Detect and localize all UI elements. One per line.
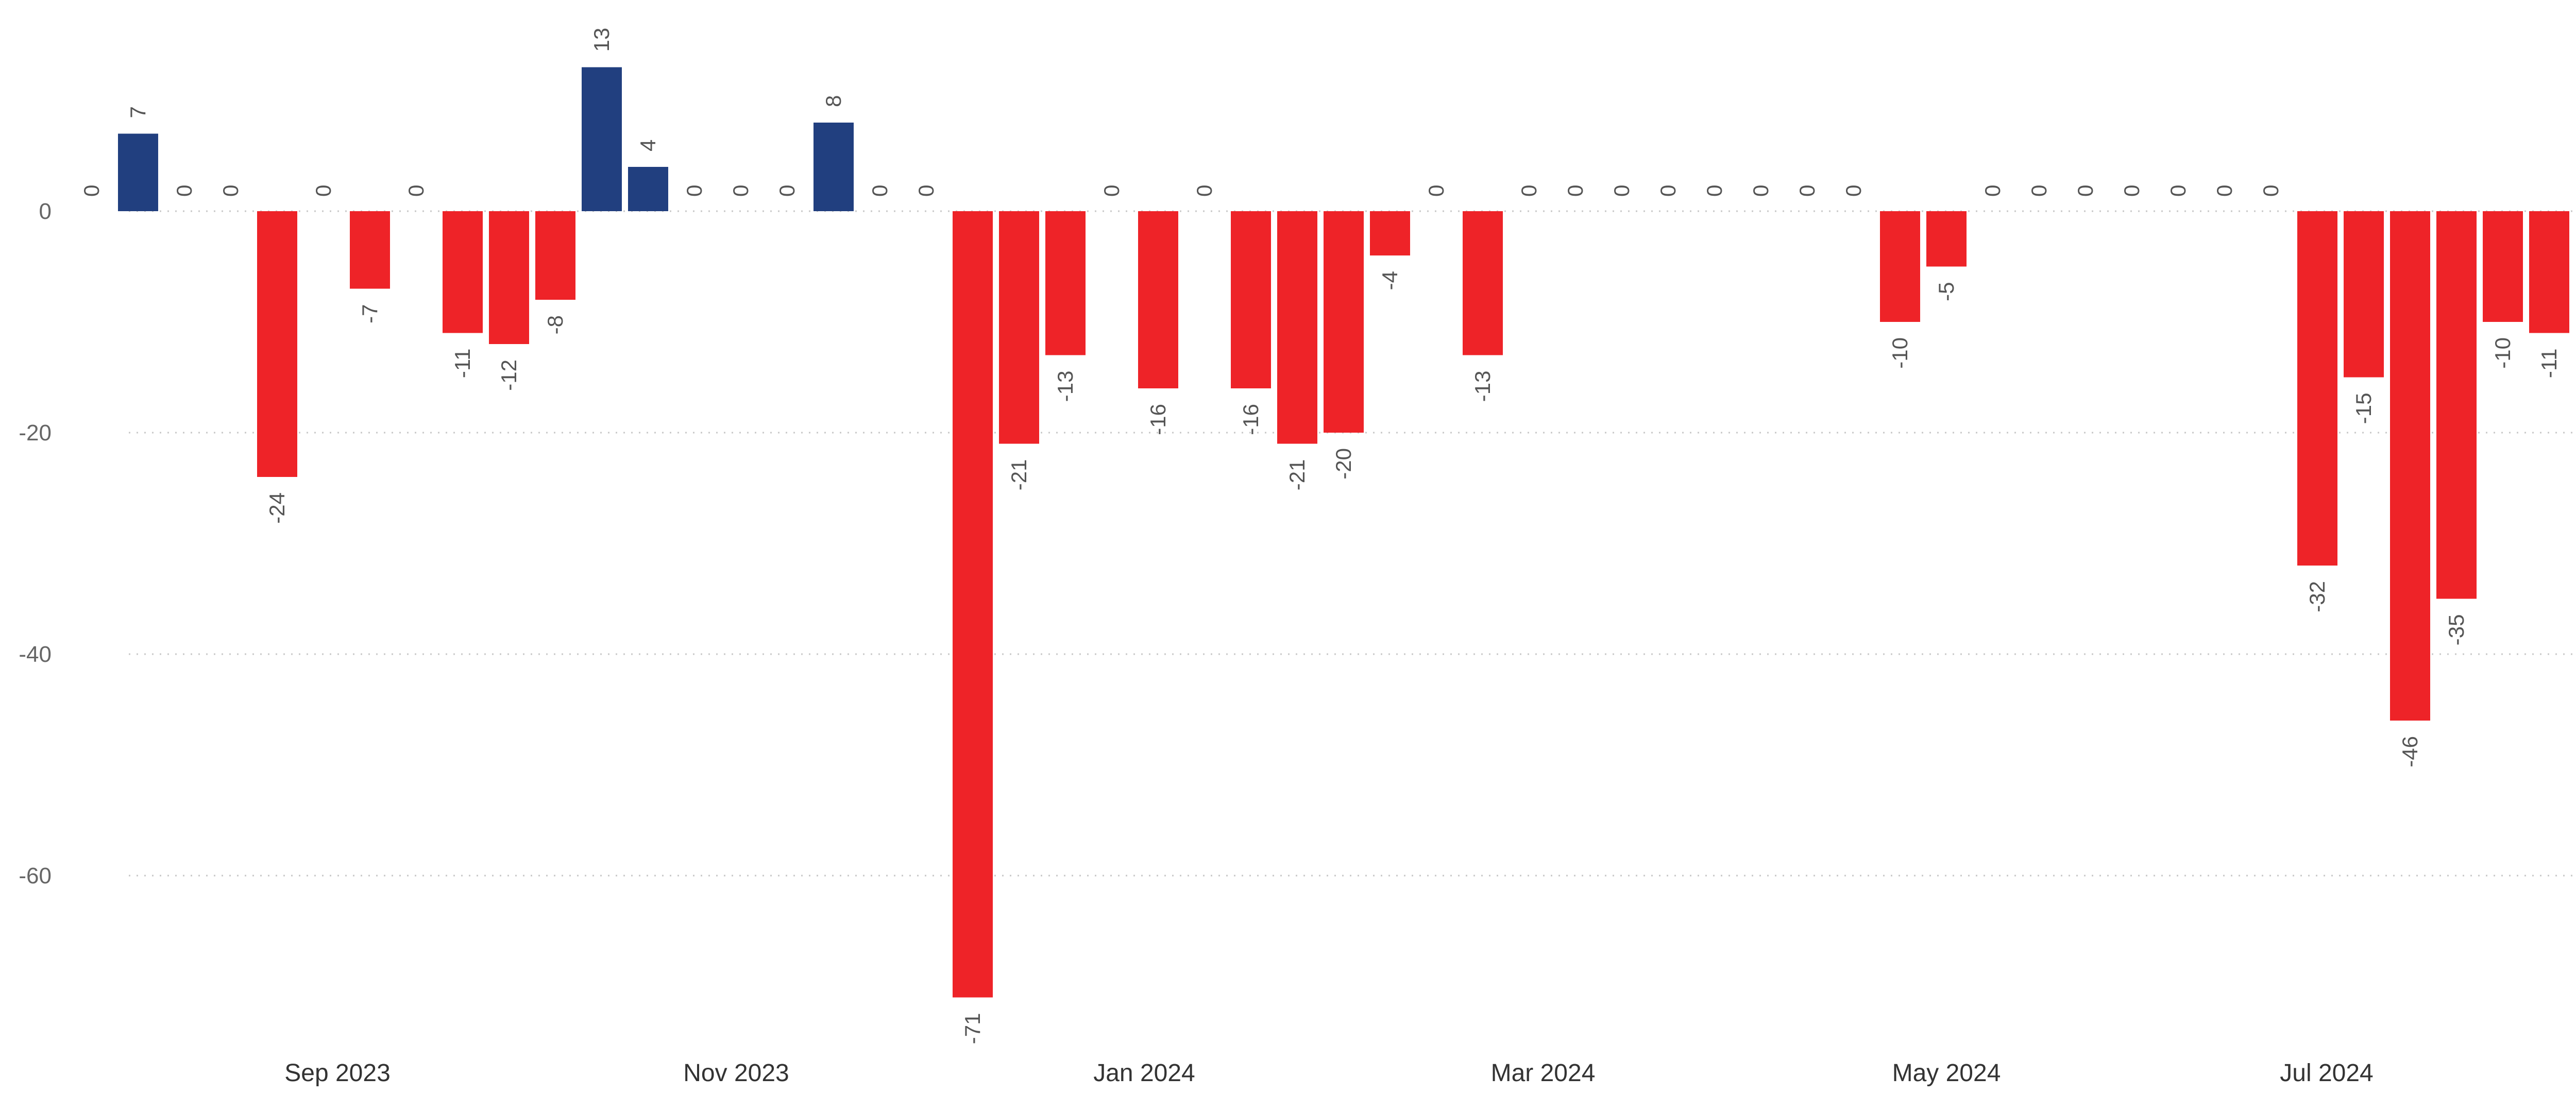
data-label: -11 xyxy=(450,349,474,379)
data-label: 7 xyxy=(126,106,150,118)
data-label: 0 xyxy=(1795,185,1819,197)
bar xyxy=(1231,211,1271,388)
data-label: 0 xyxy=(1749,185,1773,197)
x-axis: Sep 2023 Nov 2023 Jan 2024 Mar 2024 May 2024… xyxy=(284,1059,2374,1087)
data-label: 0 xyxy=(1702,185,1726,197)
bar xyxy=(953,211,993,998)
bars xyxy=(118,67,2569,998)
bar xyxy=(814,123,854,211)
data-label: 0 xyxy=(1980,185,2005,197)
data-label: -4 xyxy=(1378,271,1402,290)
bar xyxy=(2529,211,2569,333)
data-label: 0 xyxy=(2166,185,2190,197)
bar xyxy=(257,211,297,477)
y-tick-label: -20 xyxy=(19,420,52,446)
data-label: -16 xyxy=(1146,404,1170,435)
bar xyxy=(582,67,622,211)
data-label: -13 xyxy=(1470,371,1495,402)
bar xyxy=(628,167,668,211)
data-label: 0 xyxy=(868,185,892,197)
data-label: -12 xyxy=(497,360,521,391)
bar xyxy=(118,133,158,211)
data-label: 0 xyxy=(79,185,104,197)
bar xyxy=(2297,211,2337,566)
data-label: 0 xyxy=(2120,185,2144,197)
y-tick-label: -60 xyxy=(19,863,52,888)
data-label: 0 xyxy=(2027,185,2051,197)
data-label: -5 xyxy=(1934,282,1958,301)
data-label: -10 xyxy=(2490,337,2515,369)
data-label: 0 xyxy=(1517,185,1541,197)
data-label: -15 xyxy=(2351,393,2376,424)
x-tick-label: Jul 2024 xyxy=(2280,1059,2373,1087)
data-label: -16 xyxy=(1239,404,1263,435)
bar xyxy=(2483,211,2523,322)
bar xyxy=(535,211,575,300)
bar xyxy=(1045,211,1086,355)
bar xyxy=(2344,211,2384,378)
y-tick-label: 0 xyxy=(39,199,52,224)
data-label: 0 xyxy=(1192,185,1216,197)
data-label: 0 xyxy=(404,185,428,197)
data-label: 0 xyxy=(1099,185,1124,197)
x-tick-label: Jan 2024 xyxy=(1093,1059,1195,1087)
bar xyxy=(1277,211,1317,444)
data-label: 0 xyxy=(682,185,706,197)
x-tick-label: May 2024 xyxy=(1892,1059,2001,1087)
data-label: -13 xyxy=(1053,371,1077,402)
data-label: 0 xyxy=(218,185,243,197)
data-label: 0 xyxy=(311,185,335,197)
y-tick-label: -40 xyxy=(19,642,52,667)
bar xyxy=(1926,211,1967,267)
data-label: 0 xyxy=(2212,185,2236,197)
bar xyxy=(1324,211,1364,433)
data-label: 0 xyxy=(1609,185,1634,197)
data-label: 4 xyxy=(636,140,660,151)
data-label: 0 xyxy=(914,185,938,197)
x-tick-label: Mar 2024 xyxy=(1491,1059,1596,1087)
x-tick-label: Sep 2023 xyxy=(284,1059,391,1087)
data-labels: 0 7 0 0 -24 0 -7 0 -11 -12 -8 13 4 0 0 0 8 0 0 -71 -21 -13 0 -1… xyxy=(79,28,2561,1044)
data-label: 0 xyxy=(1563,185,1587,197)
data-label: -46 xyxy=(2398,736,2422,767)
data-label: 0 xyxy=(1424,185,1448,197)
bar xyxy=(2390,211,2430,721)
bar xyxy=(350,211,390,289)
data-label: 0 xyxy=(775,185,799,197)
bar xyxy=(1138,211,1178,388)
y-axis: 0 -20 -40 -60 xyxy=(19,199,52,888)
bar xyxy=(1880,211,1920,322)
data-label: -21 xyxy=(1285,459,1309,491)
data-label: -7 xyxy=(358,304,382,323)
data-label: 13 xyxy=(589,28,614,52)
data-label: 0 xyxy=(2259,185,2283,197)
data-label: 0 xyxy=(1841,185,1866,197)
bar xyxy=(489,211,529,344)
data-label: 0 xyxy=(1656,185,1680,197)
data-label: 0 xyxy=(172,185,196,197)
data-label: -20 xyxy=(1331,448,1355,480)
data-label: -35 xyxy=(2444,614,2468,646)
data-label: -32 xyxy=(2305,581,2329,612)
data-label: -71 xyxy=(960,1013,985,1045)
bar xyxy=(1463,211,1503,355)
data-label: 8 xyxy=(821,95,845,107)
bar xyxy=(2436,211,2477,599)
data-label: -8 xyxy=(543,315,567,334)
data-label: 0 xyxy=(728,185,753,197)
data-label: 0 xyxy=(2073,185,2097,197)
data-label: -10 xyxy=(1888,337,1912,369)
x-tick-label: Nov 2023 xyxy=(683,1059,789,1087)
bar xyxy=(999,211,1039,444)
data-label: -21 xyxy=(1007,459,1031,491)
bar xyxy=(443,211,483,333)
data-label: -11 xyxy=(2537,349,2561,379)
bar xyxy=(1370,211,1410,255)
data-label: -24 xyxy=(265,492,289,524)
